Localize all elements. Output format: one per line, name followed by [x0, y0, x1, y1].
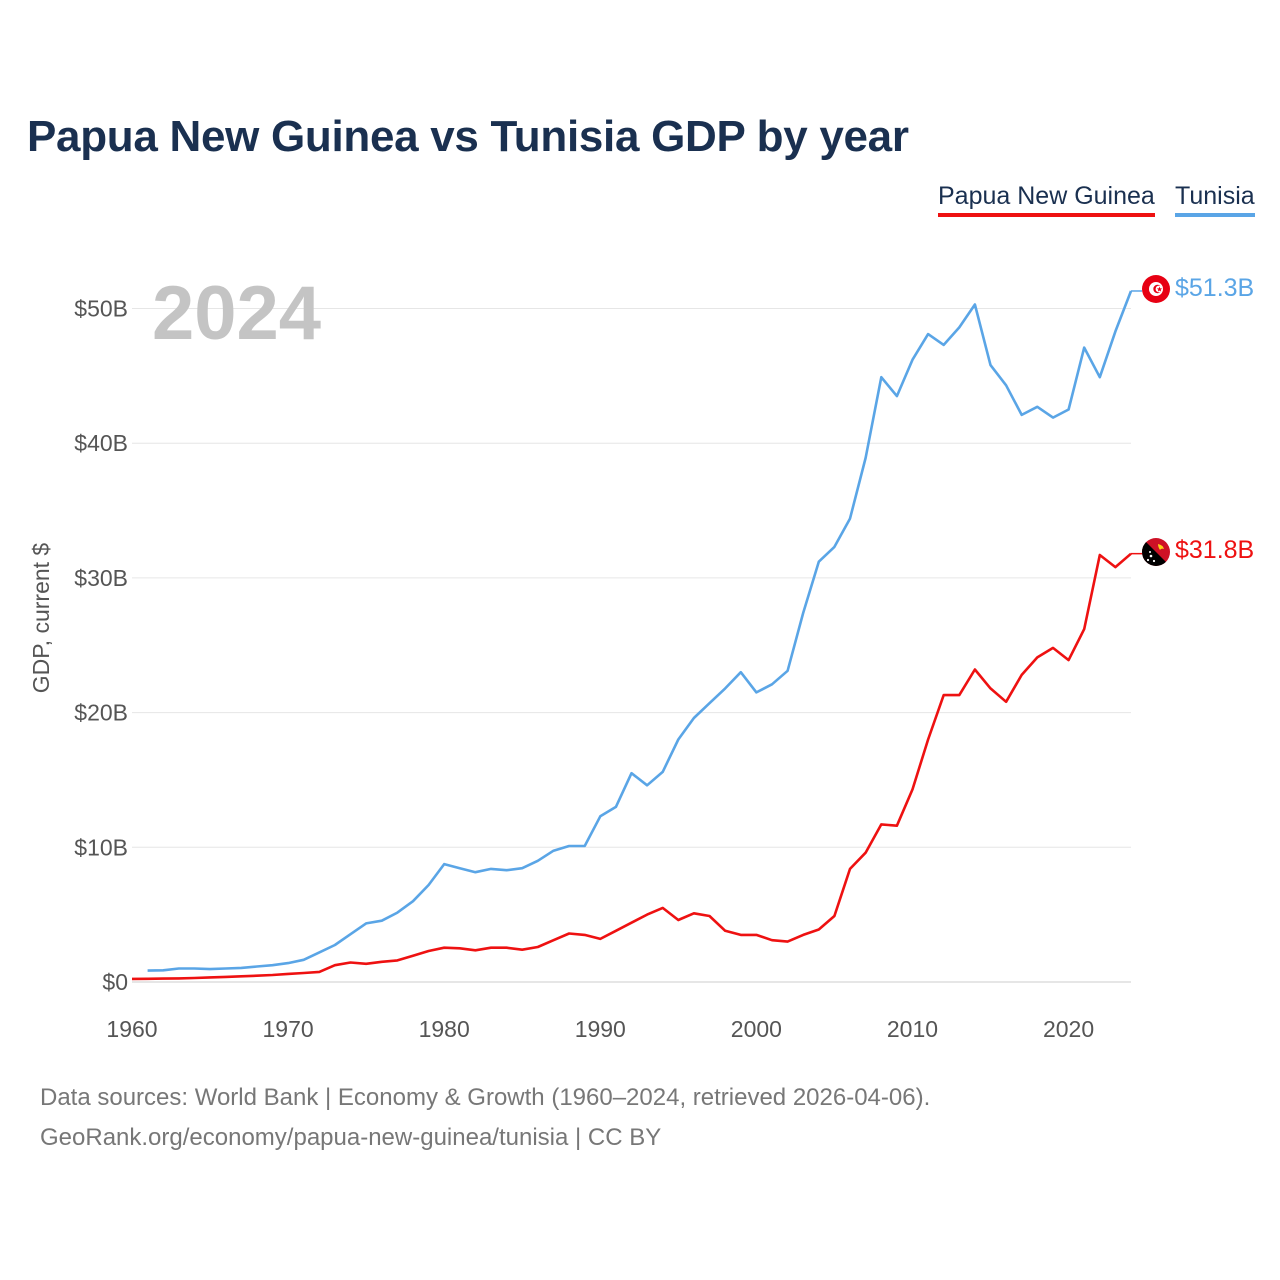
y-tick-label: $10B [74, 834, 128, 860]
gridlines [132, 308, 1131, 983]
y-axis-ticks: $0 $10B $20B $30B $40B $50B [74, 296, 128, 996]
x-axis-ticks: 1960 1970 1980 1990 2000 2010 2020 [106, 1016, 1094, 1042]
series-lines [131, 290, 1142, 981]
x-tick-label: 2000 [731, 1016, 782, 1042]
x-tick-label: 1980 [419, 1016, 470, 1042]
legend-item-tunisia[interactable]: Tunisia [1175, 182, 1255, 217]
series-line-papua-new-guinea [131, 552, 1132, 981]
footer-attribution: GeoRank.org/economy/papua-new-guinea/tun… [40, 1124, 662, 1151]
y-tick-label: $40B [74, 430, 128, 456]
y-tick-label: $20B [74, 700, 128, 726]
tunisia-flag-icon [1142, 275, 1170, 303]
papua-new-guinea-flag-icon [1142, 538, 1170, 566]
y-axis-title: GDP, current $ [28, 543, 54, 694]
series-line-tunisia [147, 290, 1133, 972]
x-tick-label: 2010 [887, 1016, 938, 1042]
x-tick-label: 2020 [1043, 1016, 1094, 1042]
footer-sources: Data sources: World Bank | Economy & Gro… [40, 1084, 931, 1111]
tunisia-end-value: $51.3B [1175, 274, 1254, 302]
x-tick-label: 1970 [263, 1016, 314, 1042]
x-tick-label: 1960 [106, 1016, 157, 1042]
legend-item-papua-new-guinea[interactable]: Papua New Guinea [938, 182, 1155, 217]
papua-new-guinea-end-value: $31.8B [1175, 536, 1254, 564]
y-tick-label: $50B [74, 296, 128, 322]
y-tick-label: $0 [102, 969, 128, 995]
year-overlay: 2024 [152, 271, 321, 356]
y-tick-label: $30B [74, 565, 128, 591]
chart-title: Papua New Guinea vs Tunisia GDP by year [27, 112, 909, 161]
x-tick-label: 1990 [575, 1016, 626, 1042]
